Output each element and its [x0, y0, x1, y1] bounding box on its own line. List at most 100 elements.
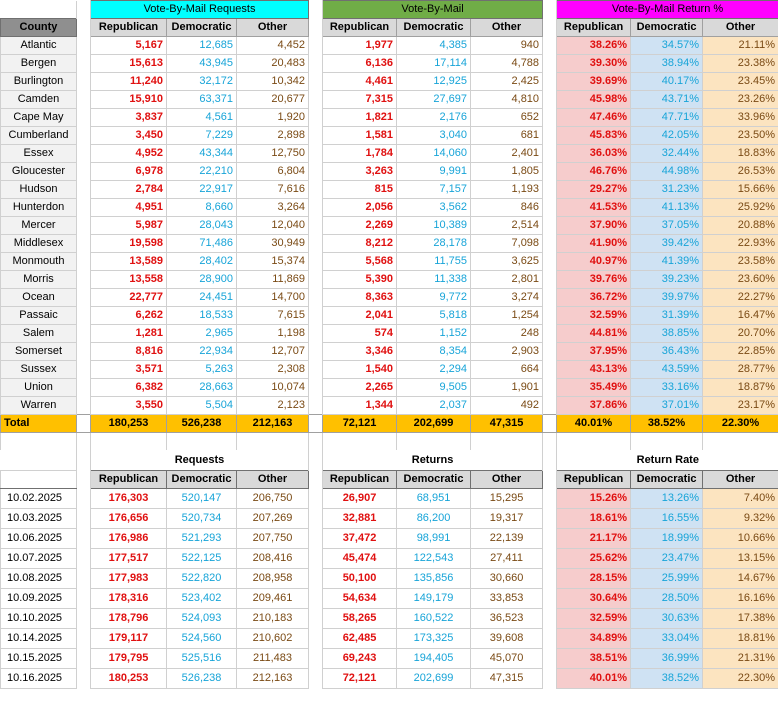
req-rep-cell: 6,262	[90, 306, 167, 325]
column-gap	[76, 108, 91, 127]
ret-rep-cell: 47.46%	[556, 108, 632, 127]
req-dem-cell: 4,561	[166, 108, 237, 127]
ret-rep-cell: 32.59%	[556, 306, 632, 325]
daily-ret-rep: 45,474	[322, 548, 398, 569]
column-gap	[308, 216, 324, 235]
req-oth-cell: 7,616	[235, 180, 310, 199]
vbm-rep-cell: 4,461	[322, 72, 398, 91]
ret-rep-cell: 38.26%	[556, 36, 632, 55]
county-row: Cape May 3,837 4,561 1,920 1,821 2,176 652 47.4…	[0, 108, 778, 127]
county-row: Atlantic 5,167 12,685 4,452 1,977 4,385 940 38.…	[0, 36, 778, 55]
vbm-oth-cell: 2,801	[470, 270, 544, 289]
req-oth-cell: 4,452	[235, 36, 310, 55]
ret-dem-cell: 39.42%	[630, 234, 704, 253]
req-dem-cell: 18,533	[166, 306, 237, 325]
ret-dem-cell: 37.05%	[630, 216, 704, 235]
daily-req-rep: 179,117	[90, 628, 167, 649]
vbm-rep-cell: 2,269	[322, 216, 398, 235]
county-name: Union	[0, 378, 77, 397]
daily-row: 10.03.2025 176,656 520,734 207,269 32,881 86,…	[0, 508, 778, 529]
daily-header-row: Republican Democratic Other Republican Democ…	[0, 470, 778, 489]
ret-rep-cell: 29.27%	[556, 180, 632, 199]
daily-req-oth: 207,269	[235, 508, 310, 529]
vbm-oth-cell: 3,625	[470, 252, 544, 271]
vbm-dem-cell: 1,152	[396, 324, 472, 343]
county-name: Mercer	[0, 216, 77, 235]
daily-req-dem: 522,125	[166, 548, 237, 569]
column-gap	[308, 414, 324, 433]
req-dem-cell: 12,685	[166, 36, 237, 55]
req-oth-cell: 12,040	[235, 216, 310, 235]
daily-req-dem: 526,238	[166, 668, 237, 689]
county-name: Bergen	[0, 54, 77, 73]
ret-rep-cell: 37.95%	[556, 342, 632, 361]
column-gap	[308, 162, 324, 181]
daily-ret-oth: 27,411	[470, 548, 544, 569]
req-dem-cell: 71,486	[166, 234, 237, 253]
column-gap	[308, 198, 324, 217]
vbm-dem-cell: 9,772	[396, 288, 472, 307]
column-gap	[542, 108, 558, 127]
column-gap	[76, 288, 91, 307]
daily-rate-oth: 14.67%	[702, 568, 778, 589]
column-gap	[76, 198, 91, 217]
vbm-dem-cell: 2,176	[396, 108, 472, 127]
daily-req-oth: 212,163	[235, 668, 310, 689]
req-dem-header: Democratic	[166, 18, 237, 37]
daily-rate-rep: 32.59%	[556, 608, 632, 629]
column-gap	[542, 306, 558, 325]
vbm-oth-cell: 1,193	[470, 180, 544, 199]
daily-rate-rep: 28.15%	[556, 568, 632, 589]
req-dem-cell: 43,344	[166, 144, 237, 163]
vbm-rep-cell: 2,041	[322, 306, 398, 325]
daily-row: 10.15.2025 179,795 525,516 211,483 69,243 194…	[0, 648, 778, 669]
daily-ret-dem: 194,405	[396, 648, 472, 669]
vbm-oth-cell: 664	[470, 360, 544, 379]
req-oth-cell: 12,750	[235, 144, 310, 163]
vbm-dem-cell: 10,389	[396, 216, 472, 235]
date-cell: 10.08.2025	[0, 568, 77, 589]
daily-rate-dem: 23.47%	[630, 548, 704, 569]
column-gap	[76, 90, 91, 109]
daily-ret-oth: 36,523	[470, 608, 544, 629]
daily-req-oth: 208,958	[235, 568, 310, 589]
column-gap	[542, 588, 558, 609]
column-gap	[308, 450, 324, 471]
column-gap	[76, 508, 91, 529]
column-gap	[76, 72, 91, 91]
daily-rate-rep: 30.64%	[556, 588, 632, 609]
ret-dem-cell: 34.57%	[630, 36, 704, 55]
total-ret-rep: 40.01%	[556, 414, 632, 433]
empty-cell	[702, 432, 778, 450]
vbm-oth-cell: 7,098	[470, 234, 544, 253]
ret-rep-cell: 41.90%	[556, 234, 632, 253]
req-oth-cell: 20,677	[235, 90, 310, 109]
county-name: Salem	[0, 324, 77, 343]
req-rep-cell: 8,816	[90, 342, 167, 361]
ret-rep-cell: 41.53%	[556, 198, 632, 217]
ret-oth-cell: 23.45%	[702, 72, 778, 91]
vbm-rep-cell: 2,056	[322, 198, 398, 217]
county-name: Burlington	[0, 72, 77, 91]
vbm-rep-cell: 6,136	[322, 54, 398, 73]
date-cell: 10.10.2025	[0, 608, 77, 629]
empty-cell	[76, 432, 91, 450]
column-gap	[76, 378, 91, 397]
daily-ret-dem: 173,325	[396, 628, 472, 649]
county-name: Monmouth	[0, 252, 77, 271]
vbm-oth-cell: 248	[470, 324, 544, 343]
daily-rate-rep: 21.17%	[556, 528, 632, 549]
column-gap	[308, 608, 324, 629]
daily-rate-dem: 38.52%	[630, 668, 704, 689]
column-gap	[542, 90, 558, 109]
header-row: County Republican Democratic Other Repub…	[0, 18, 778, 37]
column-gap	[308, 396, 324, 415]
date-cell: 10.06.2025	[0, 528, 77, 549]
ret-rep-cell: 36.72%	[556, 288, 632, 307]
daily-req-oth: 210,183	[235, 608, 310, 629]
column-gap	[308, 548, 324, 569]
req-oth-cell: 3,264	[235, 198, 310, 217]
county-name: Cape May	[0, 108, 77, 127]
daily-ret-oth: 45,070	[470, 648, 544, 669]
vbm-rep-cell: 1,344	[322, 396, 398, 415]
